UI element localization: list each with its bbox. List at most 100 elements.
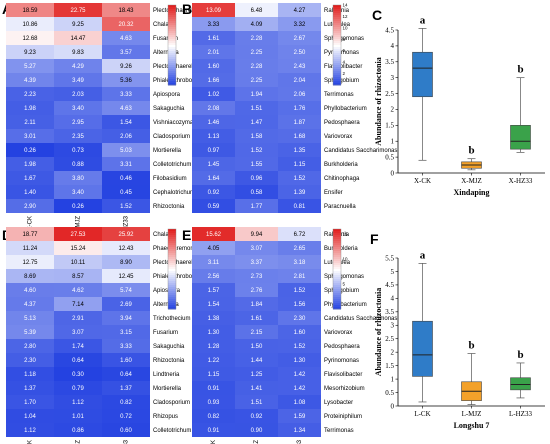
significance-letter: a	[420, 14, 426, 26]
colorbar-segment	[333, 63, 341, 66]
colorbar-segment	[168, 35, 176, 38]
heatmap-cell-value: 10.86	[22, 22, 38, 28]
heatmap-cell	[6, 409, 54, 423]
x-tick-label: X-MJZ	[461, 177, 482, 185]
colorbar-segment	[168, 47, 176, 50]
colorbar-segment	[168, 257, 176, 260]
heatmap-cell	[278, 17, 321, 31]
heatmap-cell	[235, 87, 278, 101]
colorbar-segment	[168, 61, 176, 64]
heatmap-cell-value: 1.30	[208, 330, 220, 336]
colorbar-segment	[168, 303, 176, 306]
y-tick-label: 5	[391, 268, 395, 276]
colorbar-segment	[168, 15, 176, 18]
heatmap-cell-value: 2.15	[251, 330, 263, 336]
heatmap-b: 13.096.484.27Ralstonia3.334.093.32Luteit…	[192, 3, 397, 213]
colorbar-segment	[168, 247, 176, 250]
heatmap-cell-value: 27.53	[70, 232, 86, 238]
heatmap-cell-value: 0.72	[120, 414, 132, 420]
heatmap-cell-value: 0.46	[120, 176, 132, 182]
heatmap-cell	[54, 269, 102, 283]
heatmap-cell	[235, 409, 278, 423]
heatmap-cell	[54, 227, 102, 241]
colorbar-segment	[333, 71, 341, 74]
heatmap-cell-value: 22.75	[70, 8, 86, 14]
colorbar-segment	[168, 253, 176, 256]
heatmap-cell	[278, 325, 321, 339]
heatmap-cell	[278, 87, 321, 101]
heatmap-cell	[235, 199, 278, 213]
heatmap-cell-value: 0.73	[72, 148, 84, 154]
heatmap-cell-value: 2.67	[294, 36, 306, 42]
significance-letter: b	[517, 349, 523, 361]
heatmap-cell-value: 1.76	[294, 106, 306, 112]
colorbar-tick-label: 4	[343, 60, 346, 65]
heatmap-cell	[6, 17, 54, 31]
significance-letter: a	[420, 249, 426, 261]
heatmap-cell	[54, 353, 102, 367]
heatmap-cell	[235, 325, 278, 339]
colorbar-segment	[333, 41, 341, 44]
heatmap-cell	[102, 143, 150, 157]
heatmap-cell-value: 1.51	[251, 106, 263, 112]
y-axis-title: Abundance of rhizoctonia	[374, 288, 383, 376]
colorbar-segment	[168, 79, 176, 82]
heatmap-cell	[54, 185, 102, 199]
colorbar-segment	[168, 29, 176, 32]
heatmap-cell-value: 3.01	[24, 134, 36, 140]
colorbar-segment	[333, 235, 341, 238]
heatmap-cell	[54, 325, 102, 339]
y-tick-label: 1	[391, 138, 395, 146]
heatmap-cell-value: 5.36	[120, 78, 132, 84]
colorbar-segment	[333, 57, 341, 60]
colorbar-segment	[168, 281, 176, 284]
heatmap-row-label: Candidatus Saccharimonas	[324, 148, 397, 154]
heatmap-cell-value: 0.26	[72, 204, 84, 210]
heatmap-cell	[278, 423, 321, 437]
heatmap-cell-value: 0.92	[251, 414, 263, 420]
heatmap-cell	[278, 143, 321, 157]
heatmap-cell	[192, 3, 235, 17]
heatmap-cell-value: 1.12	[72, 400, 84, 406]
heatmap-cell	[54, 87, 102, 101]
heatmap-cell-value: 3.40	[72, 190, 84, 196]
heatmap-cell-value: 1.40	[24, 190, 36, 196]
heatmap-row-label: Lysobacter	[324, 400, 353, 406]
x-tick-label: L-HZ33	[509, 410, 532, 418]
heatmap-cell	[6, 87, 54, 101]
heatmap-cell-value: 8.57	[72, 274, 84, 280]
heatmap-cell-value: 15.24	[70, 246, 86, 252]
colorbar-segment	[333, 51, 341, 54]
x-axis-title: Xindaping	[453, 188, 489, 197]
heatmap-row-label: Chalara	[153, 232, 175, 238]
heatmap-cell	[192, 87, 235, 101]
heatmap-row-label: Rhizoctonia	[153, 204, 185, 210]
colorbar-segment	[168, 17, 176, 20]
heatmap-row-label: Cephalotrichum	[153, 190, 195, 196]
colorbar-segment	[168, 299, 176, 302]
heatmap-cell	[6, 283, 54, 297]
heatmap-cell	[235, 171, 278, 185]
heatmap-cell-value: 2.43	[294, 64, 306, 70]
colorbar-segment	[168, 7, 176, 10]
heatmap-cell	[278, 381, 321, 395]
colorbar-segment	[168, 233, 176, 236]
heatmap-cell	[278, 115, 321, 129]
heatmap-cell	[278, 227, 321, 241]
colorbar-segment	[168, 33, 176, 36]
heatmap-cell-value: 1.61	[208, 36, 220, 42]
heatmap-cell-value: 5.03	[120, 148, 132, 154]
colorbar-segment	[333, 263, 341, 266]
colorbar-segment	[333, 275, 341, 278]
heatmap-row-label: Terrimonas	[324, 428, 354, 434]
heatmap-cell-value: 1.98	[24, 106, 36, 112]
heatmap-cell-value: 1.46	[208, 120, 220, 126]
x-tick-label: L-MJZ	[462, 410, 482, 418]
heatmap-cell	[192, 381, 235, 395]
colorbar-segment	[333, 279, 341, 282]
colorbar-segment	[333, 43, 341, 46]
colorbar-segment	[168, 57, 176, 60]
heatmap-cell	[192, 101, 235, 115]
heatmap-row-label: Rhizopus	[153, 414, 178, 420]
colorbar-segment	[333, 285, 341, 288]
